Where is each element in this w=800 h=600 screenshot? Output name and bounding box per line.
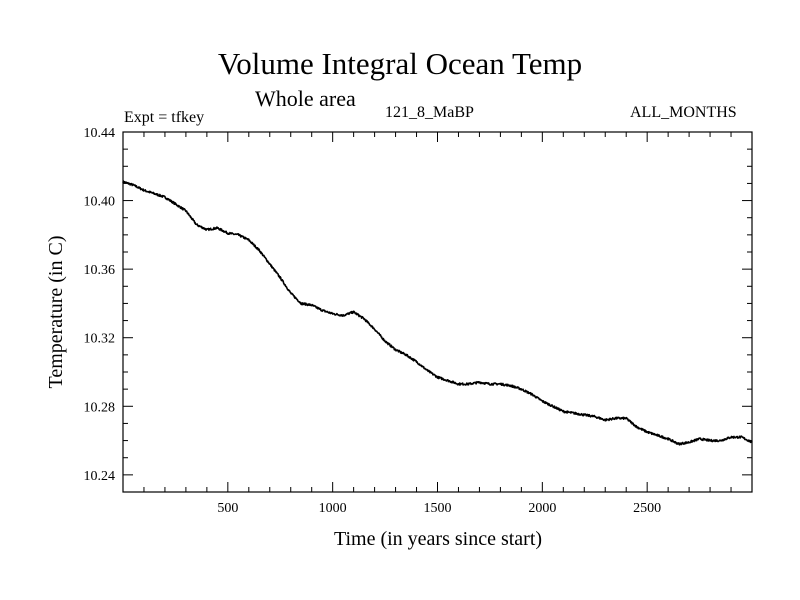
x-tick-label: 1000 xyxy=(319,501,347,516)
x-tick-label: 2500 xyxy=(633,501,661,516)
axes-group xyxy=(122,131,753,493)
run-label: 121_8_MaBP xyxy=(385,104,474,121)
temperature-series-line xyxy=(122,180,753,446)
x-axis-title: Time (in years since start) xyxy=(334,528,542,550)
y-tick-label: 10.28 xyxy=(84,400,116,415)
chart-subtitle: Whole area xyxy=(255,86,356,111)
x-tick-label: 1500 xyxy=(424,501,452,516)
months-label: ALL_MONTHS xyxy=(630,104,737,121)
y-tick-label: 10.24 xyxy=(84,469,116,484)
y-axis-title: Temperature (in C) xyxy=(45,236,67,389)
series-group xyxy=(122,180,753,446)
tick-labels-group: 500 1000 1500 2000 2500 10.24 10.28 10.32 10.36 1… xyxy=(84,126,662,516)
y-tick-label: 10.44 xyxy=(84,126,116,141)
experiment-label: Expt = tfkey xyxy=(124,109,205,126)
y-tick-label: 10.40 xyxy=(84,195,116,210)
chart-title: Volume Integral Ocean Temp xyxy=(217,46,583,81)
ticks-group xyxy=(123,131,752,492)
x-tick-label: 2000 xyxy=(528,501,556,516)
y-tick-label: 10.32 xyxy=(84,332,116,347)
y-tick-label: 10.36 xyxy=(84,263,116,278)
x-tick-label: 500 xyxy=(217,501,238,516)
plot-frame xyxy=(122,131,753,493)
